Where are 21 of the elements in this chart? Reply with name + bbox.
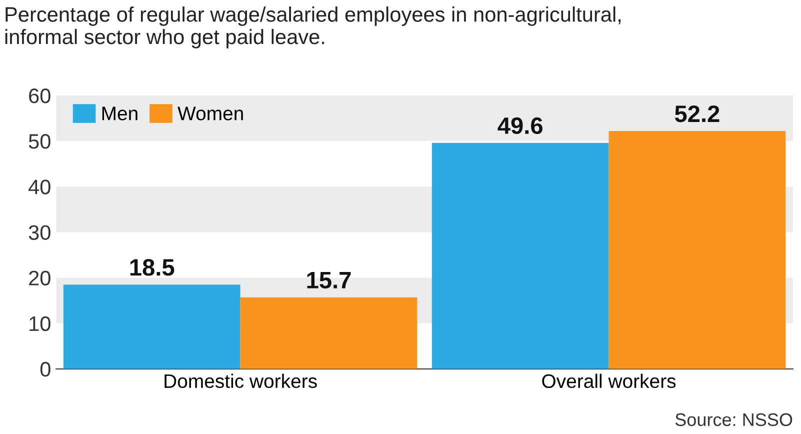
y-tick-label: 40: [28, 180, 50, 194]
bar: [63, 284, 240, 369]
legend-label: Women: [178, 106, 243, 120]
bar: [432, 142, 609, 369]
y-tick-label: 60: [29, 88, 50, 104]
data-label: 52.2: [674, 105, 720, 122]
data-label: 18.5: [130, 259, 174, 276]
source-note: Source: NSSO: [675, 413, 792, 426]
y-tick-label: 0: [40, 362, 50, 377]
y-tick-label: 20: [29, 270, 50, 286]
bar: [240, 297, 418, 369]
y-tick-label: 50: [28, 134, 50, 149]
y-tick-label: 30: [28, 225, 50, 240]
data-label: 49.6: [498, 117, 542, 134]
data-label: 15.7: [307, 272, 351, 289]
bar: [608, 131, 786, 369]
x-tick-label: Overall workers: [542, 374, 676, 388]
legend-label: Men: [102, 106, 138, 120]
x-tick-label: Domestic workers: [164, 374, 317, 388]
y-tick-label: 10: [30, 316, 50, 332]
chart-title: Percentage of regular wage/salaried employees in non-agricultural, informal sector who get paid leave.: [5, 6, 621, 48]
